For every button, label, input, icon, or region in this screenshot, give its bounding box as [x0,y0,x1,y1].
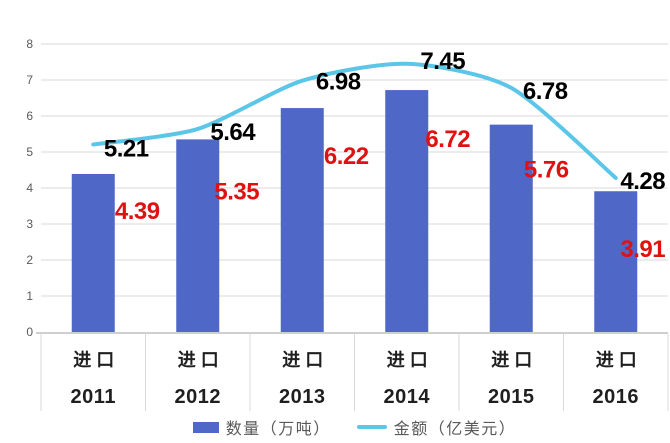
category-year-label: 2014 [384,386,431,408]
legend-item-quantity: 数量（万吨） [192,415,331,439]
legend-item-amount: 金额（亿美元） [356,415,517,439]
bar-value-label: 3.91 [620,236,665,263]
bar-2012 [176,139,220,332]
line-value-label: 5.21 [104,135,149,162]
y-axis-tick-label: 1 [26,289,33,303]
y-axis-tick-label: 0 [26,325,33,339]
y-axis-tick-label: 7 [26,73,33,87]
y-axis-tick-label: 4 [26,181,33,195]
line-value-label: 5.64 [210,119,256,146]
category-label: 进口 [596,350,642,370]
category-year-label: 2015 [488,386,535,408]
legend-label-quantity: 数量（万吨） [225,421,331,438]
y-axis-tick-label: 2 [26,253,33,267]
bar-2014 [385,90,429,332]
category-year-label: 2016 [593,386,640,408]
chart-legend: 数量（万吨） 金额（亿美元） [41,415,668,439]
category-label: 进口 [387,350,433,370]
line-value-label: 6.78 [523,78,568,105]
category-label: 进口 [73,350,119,370]
category-label: 进口 [178,350,224,370]
y-axis-tick-label: 3 [26,217,33,231]
y-axis-tick-label: 8 [26,37,33,51]
bar-value-label: 6.72 [425,126,470,153]
category-year-label: 2013 [279,386,326,408]
category-year-label: 2011 [71,386,116,408]
bar-series-swatch [192,421,219,433]
category-label: 进口 [491,350,537,370]
legend-label-amount: 金额（亿美元） [393,421,517,438]
line-value-label: 4.28 [620,168,665,195]
bar-value-label: 6.22 [324,143,369,170]
amount-line [91,61,618,180]
line-value-label: 7.45 [420,48,465,75]
y-axis-tick-label: 6 [26,109,33,123]
line-series-swatch [356,425,387,429]
bar-2011 [71,173,115,332]
bar-2016 [594,191,638,332]
bar-value-label: 5.35 [214,178,259,205]
bar-2013 [280,108,324,332]
y-axis-tick-label: 5 [26,145,33,159]
line-value-label: 6.98 [316,69,361,96]
bar-value-label: 4.39 [115,198,160,225]
category-label: 进口 [282,350,328,370]
category-year-label: 2012 [175,386,222,408]
bar-value-label: 5.76 [524,157,569,184]
bar-2015 [489,124,533,332]
